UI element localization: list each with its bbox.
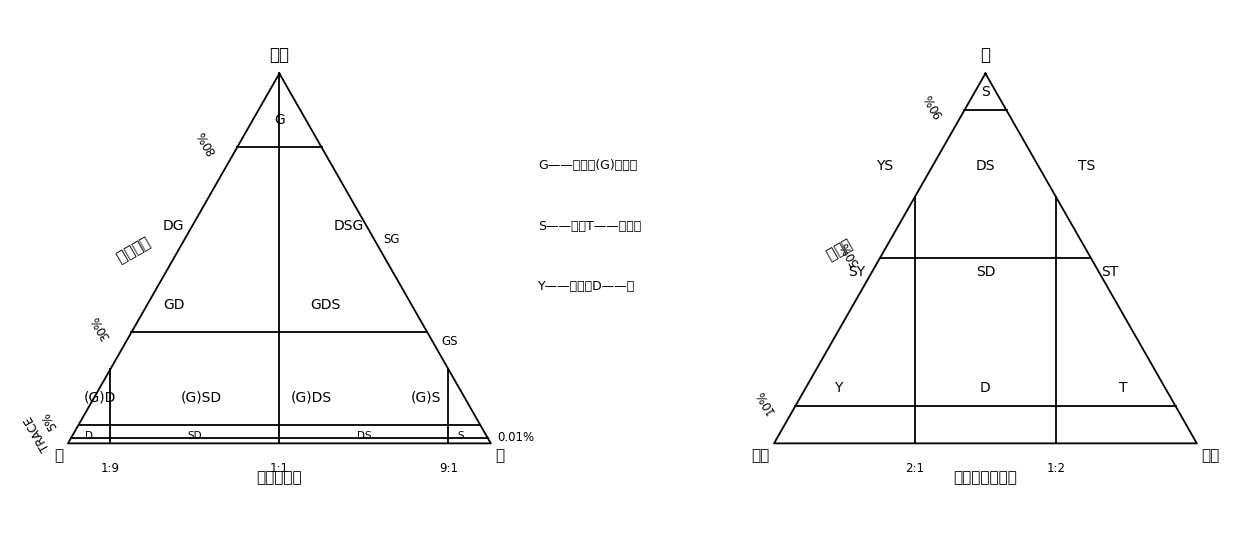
Text: G: G — [274, 113, 285, 127]
Text: D: D — [980, 381, 991, 395]
Text: 90%: 90% — [921, 91, 946, 120]
Text: SD: SD — [187, 431, 202, 441]
Text: 10%: 10% — [753, 387, 776, 416]
Text: T: T — [1118, 381, 1127, 395]
Text: 9:1: 9:1 — [439, 462, 458, 475]
Text: 粘土与粉砂比变: 粘土与粉砂比变 — [954, 470, 1017, 485]
Text: ST: ST — [1101, 265, 1118, 279]
Text: 砂含量: 砂含量 — [823, 236, 854, 262]
Text: 粘土: 粘土 — [751, 448, 770, 463]
Text: DSG: DSG — [334, 219, 363, 233]
Text: 30%: 30% — [89, 313, 113, 342]
Text: (G)S: (G)S — [412, 390, 441, 404]
Text: (G)D: (G)D — [84, 390, 117, 404]
Text: GS: GS — [441, 335, 459, 348]
Text: Y——粘土；D——泥: Y——粘土；D——泥 — [538, 280, 636, 293]
Text: 砂: 砂 — [981, 46, 991, 64]
Text: D: D — [86, 431, 93, 441]
Text: 1:1: 1:1 — [270, 462, 289, 475]
Text: 2:1: 2:1 — [905, 462, 924, 475]
Text: 砂与泥比变: 砂与泥比变 — [257, 470, 303, 485]
Text: TRACE: TRACE — [22, 413, 53, 453]
Text: 泥: 泥 — [55, 448, 63, 463]
Text: G——砖石；(G)含砖石: G——砖石；(G)含砖石 — [538, 159, 637, 172]
Text: SG: SG — [383, 233, 401, 246]
Text: 80%: 80% — [195, 128, 218, 157]
Text: DS: DS — [976, 159, 996, 173]
Text: 5%: 5% — [40, 409, 61, 431]
Text: SY: SY — [848, 265, 866, 279]
Text: GD: GD — [162, 298, 185, 312]
Text: Y: Y — [835, 381, 842, 395]
Text: 50%: 50% — [837, 239, 862, 268]
Text: YS: YS — [875, 159, 893, 173]
Text: 砖石: 砖石 — [269, 46, 289, 64]
Text: (G)SD: (G)SD — [181, 390, 222, 404]
Text: 1:2: 1:2 — [1047, 462, 1065, 475]
Text: GDS: GDS — [310, 298, 341, 312]
Text: TS: TS — [1078, 159, 1095, 173]
Text: S: S — [458, 431, 465, 441]
Text: DG: DG — [162, 219, 185, 233]
Text: S——砂；T——粉砂；: S——砂；T——粉砂； — [538, 220, 641, 232]
Text: 0.01%: 0.01% — [497, 431, 534, 444]
Text: SD: SD — [976, 265, 996, 279]
Text: 砖石含量: 砖石含量 — [113, 233, 151, 265]
Text: (G)DS: (G)DS — [291, 390, 332, 404]
Text: 粉砂: 粉砂 — [1202, 448, 1220, 463]
Text: 1:9: 1:9 — [100, 462, 120, 475]
Text: S: S — [981, 85, 990, 99]
Text: 砂: 砂 — [495, 448, 505, 463]
Text: DS: DS — [357, 431, 371, 441]
